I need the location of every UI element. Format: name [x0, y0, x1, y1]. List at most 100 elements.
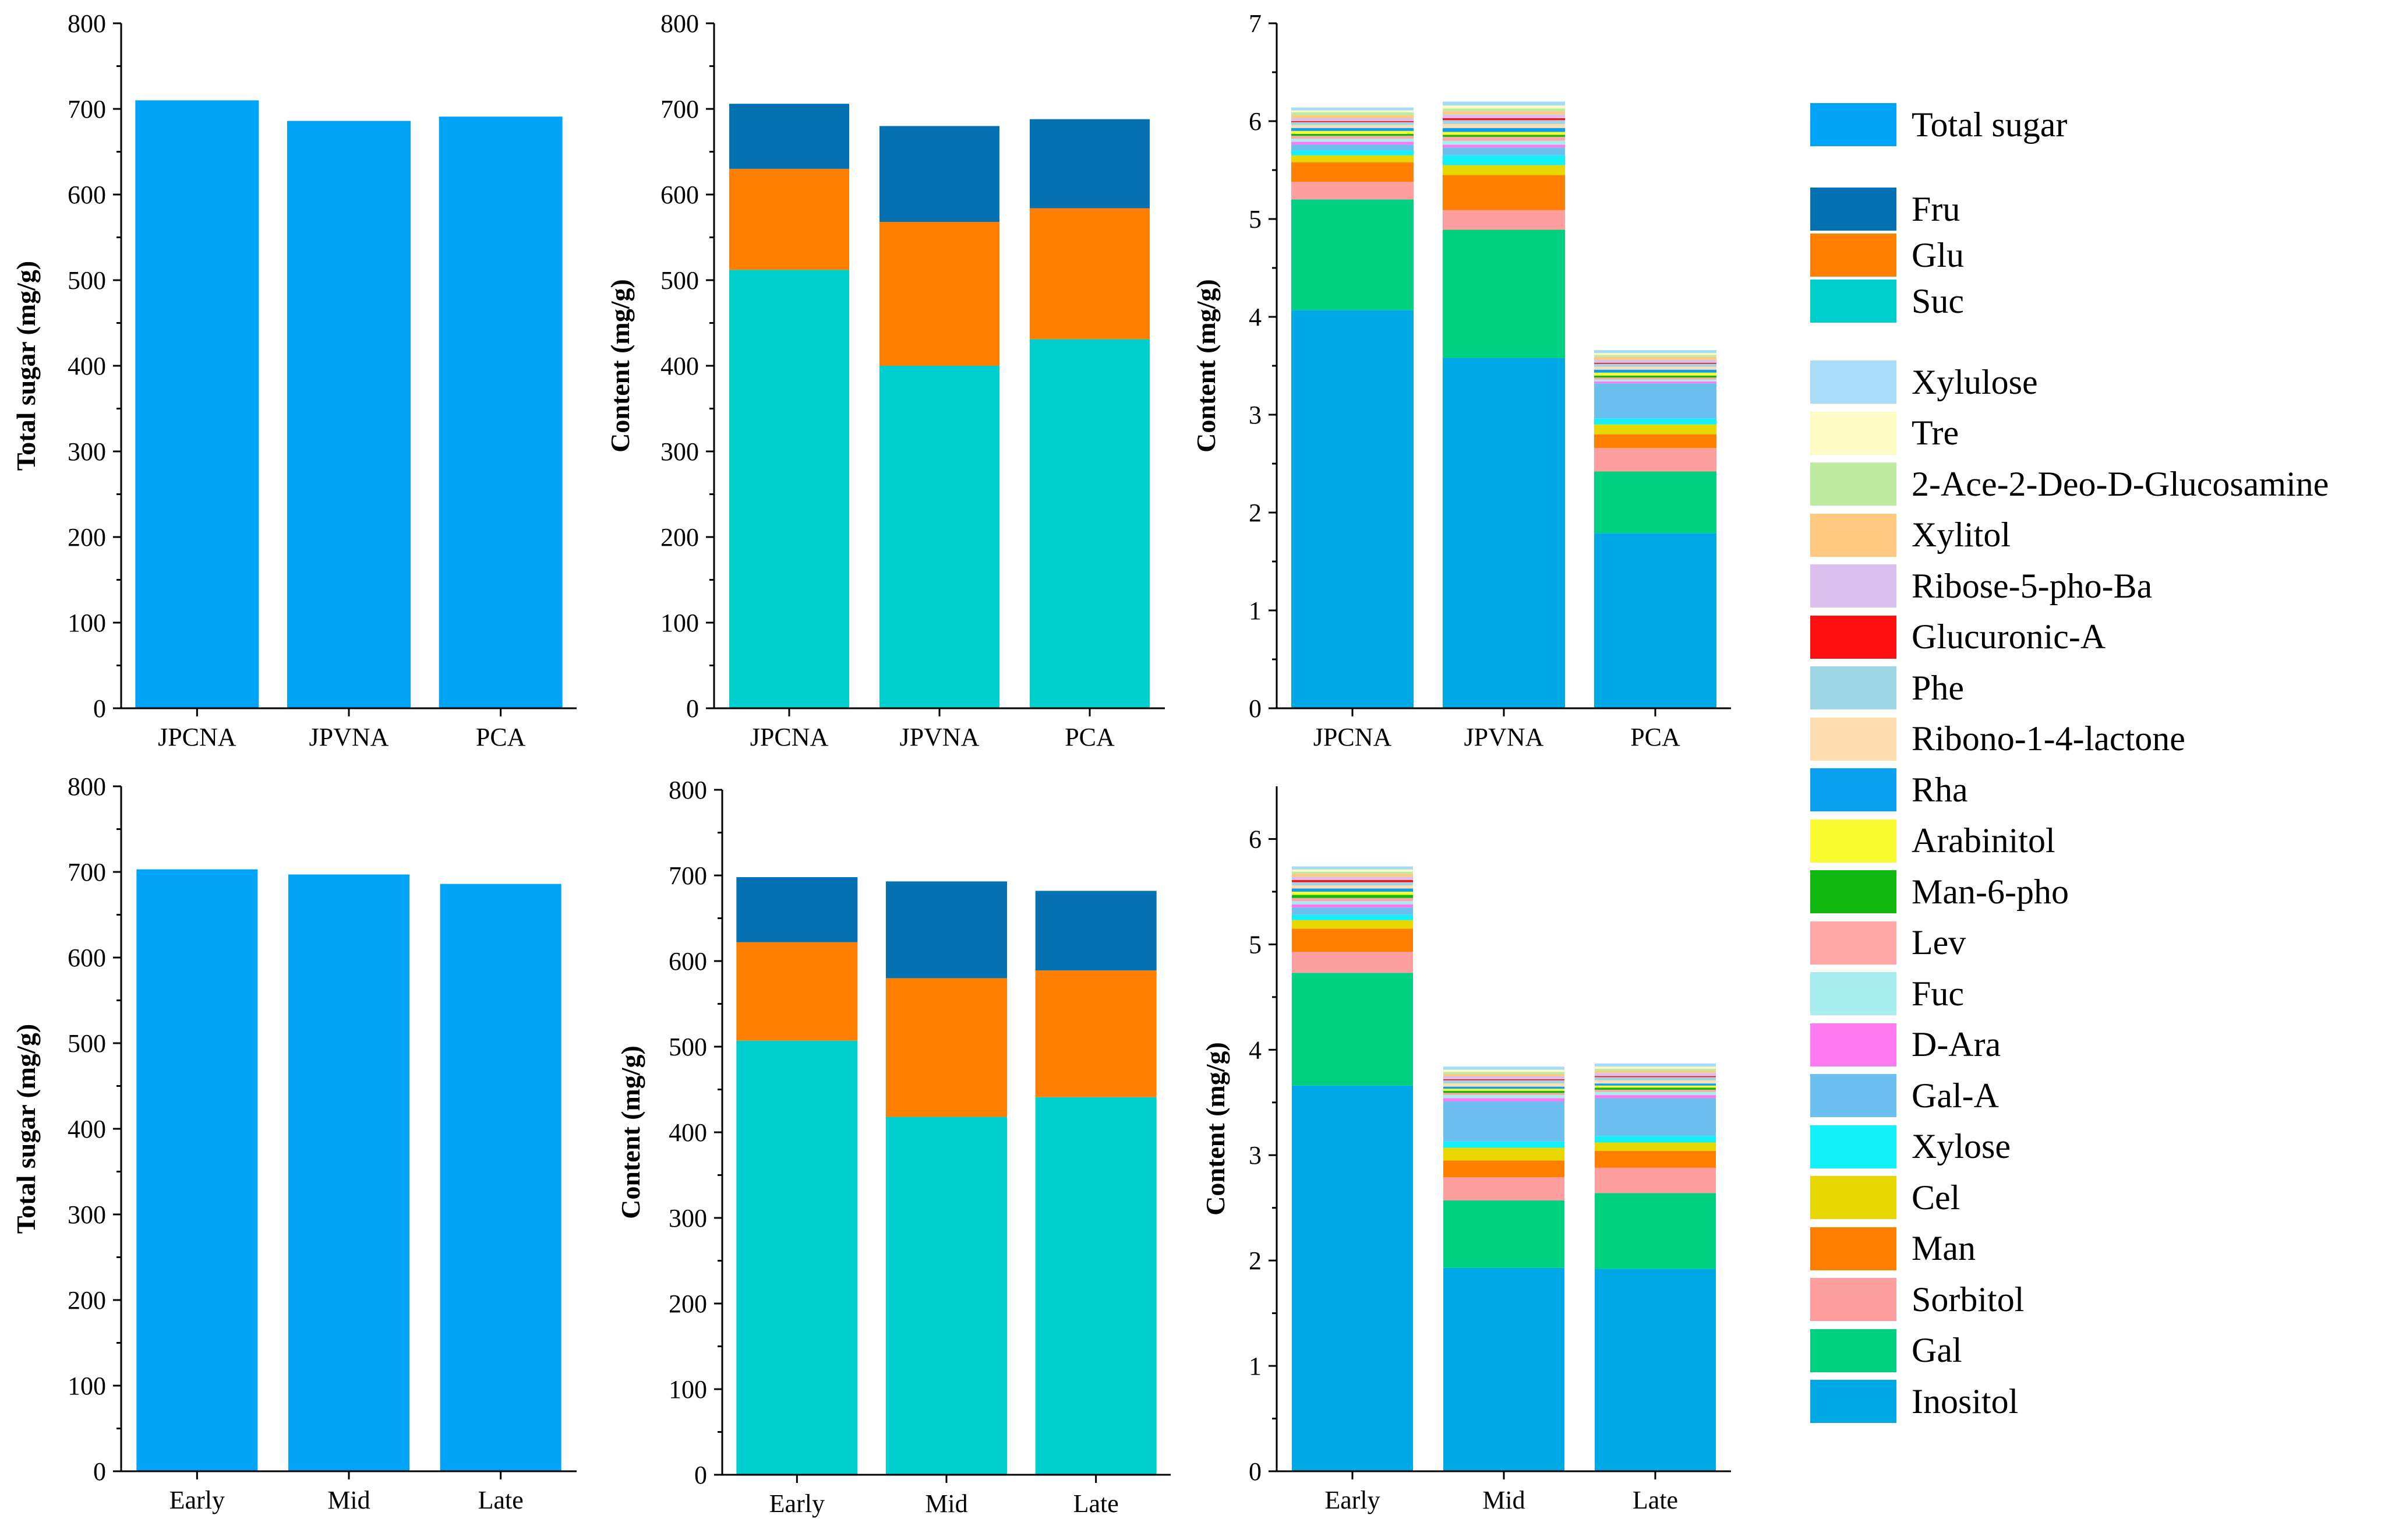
- x-tick-label: Late: [478, 1486, 524, 1514]
- bar-d-ara-jpvna: [1443, 144, 1565, 148]
- legend-item: Man: [1810, 1227, 1976, 1271]
- bar-glucuronic-a-jpcna: [1291, 121, 1414, 122]
- bar-cel-jpcna: [1291, 155, 1414, 163]
- legend-swatch: [1810, 666, 1896, 709]
- bar-gal-a-jpvna: [1443, 147, 1565, 156]
- bar-sorbitol-mid: [1443, 1177, 1564, 1201]
- bar-fuc-mid: [1443, 1095, 1564, 1099]
- chart-total-stage: 0 100 200 300 400 500 600 700 800 Early Mid Late Tot…: [11, 772, 577, 1514]
- legend-item: Lev: [1810, 921, 1966, 965]
- bar-glu-late: [1035, 970, 1157, 1097]
- bar-man-mid: [1443, 1160, 1564, 1178]
- bar-inositol-pca: [1594, 533, 1716, 708]
- bar-man-jpvna: [1443, 175, 1565, 210]
- y-tick-label: 4: [1249, 303, 1262, 331]
- legend-swatch: [1810, 870, 1896, 913]
- bar-rha-mid: [1443, 1086, 1564, 1089]
- legend-swatch: [1810, 768, 1896, 811]
- y-axis-title: Total sugar (mg/g): [11, 261, 41, 471]
- legend-swatch: [1810, 103, 1896, 146]
- bar-man-6-pho-jpcna: [1291, 133, 1414, 136]
- bar-xylitol-late: [1595, 1071, 1716, 1073]
- bar-sorbitol-early: [1292, 952, 1413, 973]
- bar-tre-mid: [1443, 1069, 1564, 1072]
- legend-swatch: [1810, 234, 1896, 277]
- bar-total-sugar-jpvna: [287, 121, 411, 708]
- chart-total-variety: 0 100 200 300 400 500 600 700 800 JPCNA JPVNA PCA To…: [11, 9, 577, 751]
- y-tick-label: 4: [1249, 1036, 1262, 1064]
- x-tick-label: PCA: [476, 723, 526, 751]
- legend-label: Sorbitol: [1912, 1280, 2025, 1319]
- y-tick-label: 1: [1249, 596, 1262, 625]
- legend-swatch: [1810, 1074, 1896, 1117]
- x-tick-label: Early: [169, 1486, 225, 1514]
- legend-item: Ribose-5-pho-Ba: [1810, 564, 2152, 608]
- y-tick-label: 700: [68, 858, 106, 886]
- y-tick-label: 100: [660, 609, 699, 637]
- x-tick-label: Early: [769, 1489, 825, 1518]
- bar-fuc-late: [1595, 1092, 1716, 1096]
- y-tick-label: 800: [68, 772, 106, 801]
- y-tick-label: 0: [1249, 1457, 1262, 1486]
- bar-cel-early: [1292, 920, 1413, 929]
- legend-label: Xylose: [1912, 1127, 2011, 1165]
- bar-man-6-pho-late: [1595, 1087, 1716, 1090]
- y-tick-label: 200: [68, 523, 106, 552]
- bar-fru-jpvna: [879, 126, 999, 222]
- bar-lev-jpvna: [1443, 136, 1565, 141]
- bar-ribose-5-pho-ba-pca: [1594, 359, 1716, 363]
- bar-ribono-1-4-lactone-pca: [1594, 366, 1716, 370]
- bar-glucuronic-a-early: [1292, 880, 1413, 882]
- bar-fru-late: [1035, 891, 1157, 971]
- bar-lev-mid: [1443, 1093, 1564, 1096]
- bar-sorbitol-jpcna: [1291, 182, 1414, 200]
- bar-glucuronic-a-jpvna: [1443, 118, 1565, 121]
- bar-lev-pca: [1594, 377, 1716, 380]
- y-tick-label: 800: [660, 9, 699, 38]
- x-tick-label: Mid: [327, 1486, 370, 1514]
- bar-ribono-1-4-lactone-late: [1595, 1080, 1716, 1084]
- legend-swatch: [1810, 972, 1896, 1015]
- bar-ribono-1-4-lactone-mid: [1443, 1083, 1564, 1087]
- x-tick-label: JPCNA: [750, 723, 829, 751]
- y-tick-label: 0: [686, 694, 699, 723]
- legend-label: Rha: [1912, 770, 1968, 809]
- bar-ribose-5-pho-ba-mid: [1443, 1076, 1564, 1079]
- legend-item: Glucuronic-A: [1810, 615, 2106, 659]
- bar-sorbitol-jpvna: [1443, 210, 1565, 230]
- bar-lev-early: [1292, 898, 1413, 902]
- bar-man-jpcna: [1291, 162, 1414, 182]
- legend-swatch: [1810, 1125, 1896, 1168]
- legend-label: Suc: [1912, 281, 1964, 320]
- y-tick-label: 700: [669, 861, 707, 890]
- legend-label: Ribono-1-4-lactone: [1912, 719, 2185, 758]
- bar-2-ace-2-deo-d-glucosamine-jpcna: [1291, 112, 1414, 115]
- y-tick-label: 3: [1249, 401, 1262, 429]
- bar-gal-jpvna: [1443, 229, 1565, 358]
- x-tick-label: JPVNA: [900, 723, 980, 751]
- y-tick-label: 500: [660, 266, 699, 295]
- y-tick-label: 400: [660, 352, 699, 380]
- bar-gal-a-pca: [1594, 383, 1716, 419]
- bar-gal-early: [1292, 973, 1413, 1086]
- bar-xylitol-mid: [1443, 1073, 1564, 1076]
- bar-suc-early: [736, 1040, 858, 1475]
- legend-item: Phe: [1810, 666, 1964, 710]
- y-tick-label: 500: [669, 1033, 707, 1061]
- legend-label: Cel: [1912, 1178, 1960, 1217]
- bar-glu-mid: [886, 978, 1007, 1117]
- y-tick-label: 400: [68, 352, 106, 380]
- x-tick-label: PCA: [1630, 723, 1680, 751]
- legend-label: Gal-A: [1912, 1076, 1999, 1115]
- y-axis-title: Content (mg/g): [616, 1045, 645, 1219]
- legend-item: Arabinitol: [1810, 819, 2055, 863]
- chart-minor-variety: 0 1 2 3 4 5 6 7 JPCNA JPVNA PCA Content (mg/g): [1191, 9, 1731, 751]
- bar-d-ara-pca: [1594, 381, 1716, 384]
- x-tick-label: Early: [1324, 1486, 1380, 1514]
- bar-gal-a-mid: [1443, 1101, 1564, 1142]
- bar-xylulose-jpcna: [1291, 107, 1414, 111]
- legend-item: Tre: [1810, 411, 1959, 455]
- bar-glucuronic-a-mid: [1443, 1079, 1564, 1080]
- bar-man-early: [1292, 928, 1413, 952]
- bar-gal-pca: [1594, 471, 1716, 534]
